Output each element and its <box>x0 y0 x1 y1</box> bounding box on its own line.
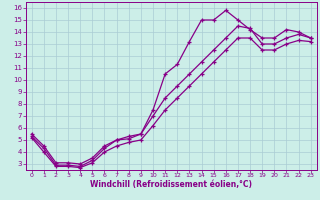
X-axis label: Windchill (Refroidissement éolien,°C): Windchill (Refroidissement éolien,°C) <box>90 180 252 189</box>
